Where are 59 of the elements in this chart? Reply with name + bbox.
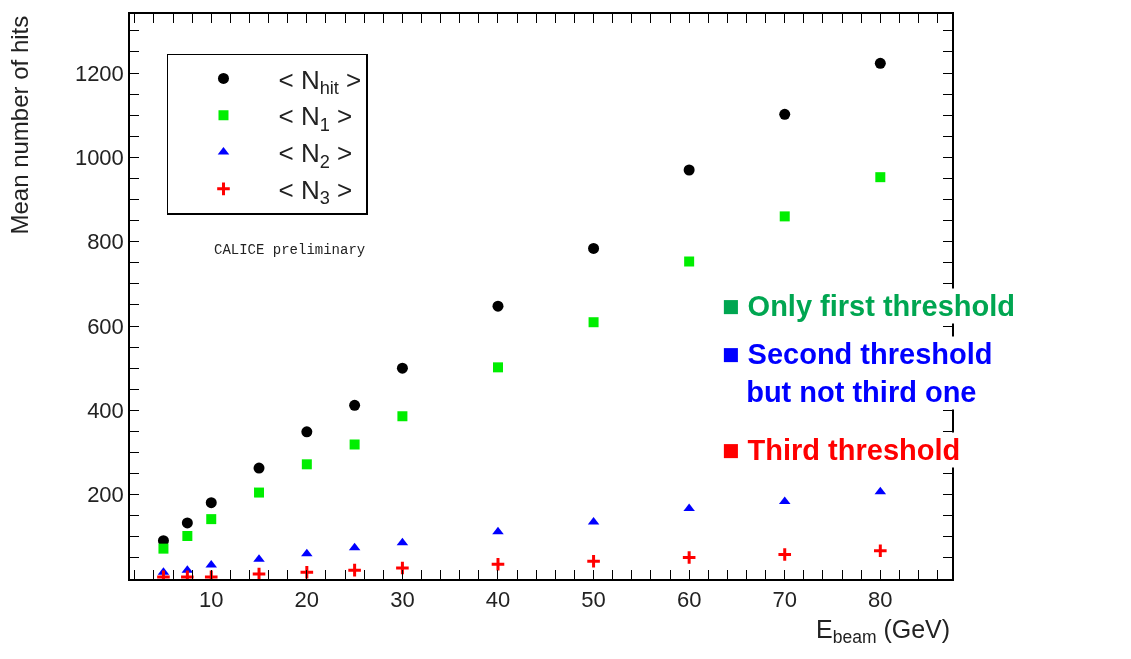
point (681, 549, 697, 566)
point (349, 439, 360, 450)
point (776, 546, 793, 563)
point (397, 411, 408, 422)
point (683, 503, 695, 512)
point (588, 242, 600, 254)
point (253, 462, 265, 474)
point (205, 497, 217, 509)
point (396, 362, 408, 374)
legend-label: < N$_{3}$ > (278, 174, 353, 209)
annotation: ■ Only first threshold (722, 290, 1016, 322)
point (301, 426, 313, 438)
y-tick-label: 200 (87, 482, 124, 508)
point (301, 548, 313, 557)
point (492, 362, 503, 373)
point (206, 514, 217, 525)
point (492, 526, 504, 535)
point (254, 487, 265, 498)
y-axis-title: Mean number of hits (5, 15, 33, 235)
point (875, 172, 886, 183)
x-axis-title: E$_{beam}$ (GeV) (816, 615, 951, 648)
x-tick-label: 20 (294, 587, 320, 613)
point (349, 399, 361, 411)
x-tick-label: 50 (581, 587, 606, 613)
y-tick-label: 600 (87, 313, 124, 339)
y-tick-label: 1000 (74, 145, 124, 171)
point (872, 542, 889, 559)
point (182, 530, 193, 541)
point (251, 566, 267, 579)
annotation: ■ Second threshold but not third one (722, 338, 993, 408)
legend-label: < N$_{hit}$ > (278, 64, 362, 99)
y-tick-label: 800 (87, 229, 124, 255)
legend-label: < N$_{1}$ > (278, 101, 353, 135)
legend-label: < N$_{2}$ > (278, 138, 353, 172)
point (158, 543, 169, 554)
point (490, 556, 506, 573)
point (585, 553, 602, 570)
point (492, 300, 504, 312)
annotation: CALICE preliminary (214, 242, 366, 258)
point (181, 517, 193, 529)
x-tick-label: 80 (868, 587, 893, 613)
point (779, 211, 790, 222)
y-tick-label: 400 (87, 398, 124, 424)
point (874, 57, 886, 69)
point (683, 164, 695, 176)
y-tick-label: 1200 (74, 60, 124, 86)
point (346, 562, 363, 578)
x-tick-label: 10 (199, 587, 224, 613)
point (588, 317, 599, 328)
x-tick-label: 30 (390, 587, 415, 613)
x-tick-label: 60 (676, 587, 702, 613)
point (301, 459, 312, 470)
x-tick-label: 70 (772, 587, 797, 613)
point (299, 564, 315, 579)
point (779, 108, 791, 120)
annotation: ■ Third threshold (722, 434, 961, 466)
point (684, 256, 695, 267)
x-tick-label: 40 (485, 587, 511, 613)
point (394, 560, 411, 576)
